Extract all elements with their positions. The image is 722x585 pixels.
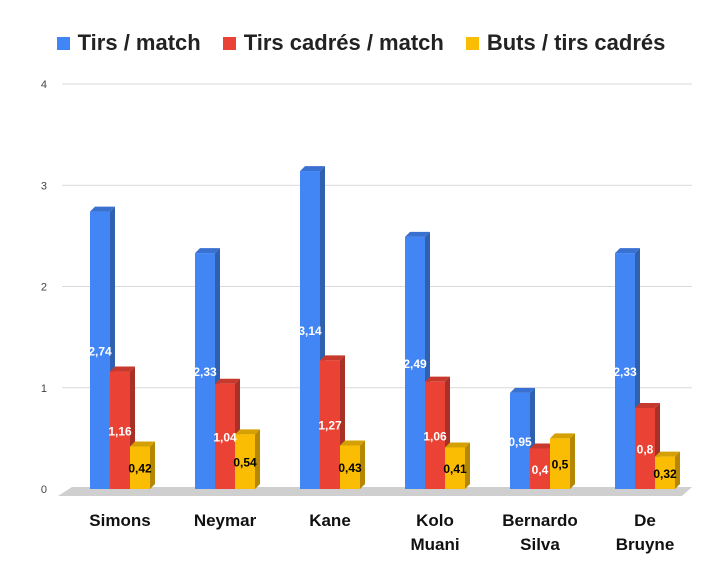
- data-label: 2,74: [88, 344, 112, 358]
- y-tick-label: 4: [41, 79, 47, 91]
- data-label: 0,42: [128, 462, 152, 476]
- data-label: 0,43: [338, 461, 362, 475]
- y-tick-label: 3: [41, 180, 47, 192]
- bar-top: [405, 231, 430, 237]
- chart-floor: [58, 487, 692, 496]
- data-label: 3,14: [298, 324, 322, 338]
- bar-top: [110, 366, 135, 372]
- y-tick-label: 2: [41, 282, 47, 294]
- data-label: 0,41: [443, 462, 467, 476]
- bar-side: [465, 442, 470, 489]
- bar: [320, 360, 340, 489]
- data-label: 1,16: [108, 424, 132, 438]
- legend-label: Tirs / match: [77, 30, 201, 55]
- x-tick-label: Simons: [89, 511, 150, 530]
- x-tick-label-line: Muani: [410, 535, 459, 554]
- x-tick-label-line: Silva: [520, 535, 560, 554]
- bar: [425, 381, 445, 489]
- bar-top: [445, 442, 470, 448]
- bar-side: [150, 441, 155, 489]
- data-label: 0,54: [233, 456, 257, 470]
- legend-swatch-yellow: [465, 36, 479, 50]
- bar-top: [90, 206, 115, 212]
- x-tick-label: Neymar: [194, 511, 257, 530]
- bar: [235, 434, 255, 489]
- y-axis: 0 1 2 3 4: [41, 79, 47, 496]
- bar-top: [340, 440, 365, 446]
- bar-top: [320, 355, 345, 361]
- bar: [445, 447, 465, 489]
- data-label: 0,8: [637, 443, 654, 457]
- data-label: 1,06: [423, 429, 447, 443]
- legend-label: Buts / tirs cadrés: [486, 30, 666, 55]
- bar-top: [510, 387, 535, 393]
- x-axis: Simons Neymar Kane Kolo Muani Bernardo Silva De…: [89, 511, 674, 554]
- x-tick-label-line: Simons: [89, 511, 150, 530]
- data-label: 2,33: [193, 365, 217, 379]
- legend-item-buts-tirs-cadres: Buts / tirs cadrés: [465, 30, 666, 56]
- bar-side: [570, 433, 575, 489]
- bar: [130, 446, 150, 489]
- bar-top: [425, 376, 450, 382]
- bar: [615, 253, 635, 489]
- data-label: 2,49: [403, 357, 427, 371]
- bar: [550, 438, 570, 489]
- data-label: 0,4: [532, 463, 549, 477]
- bar-top: [530, 443, 555, 449]
- legend-item-tirs-cadres-match: Tirs cadrés / match: [222, 30, 444, 56]
- data-label: 0,32: [653, 467, 677, 481]
- chart-floor-plane: [58, 487, 692, 496]
- legend-item-tirs-match: Tirs / match: [56, 30, 201, 56]
- bar: [195, 253, 215, 489]
- bar-side: [360, 440, 365, 489]
- bar: [510, 392, 530, 489]
- data-labels: 2,74 1,16 0,42 2,33 1,04 0,54 3,14 1,27 0,43 2,49…: [88, 324, 677, 481]
- bar-top: [300, 166, 325, 172]
- bar: [110, 371, 130, 489]
- x-tick-label-line: Neymar: [194, 511, 257, 530]
- bar: [215, 383, 235, 489]
- bar-top: [130, 441, 155, 447]
- x-tick-label-line: De: [634, 511, 656, 530]
- data-label: 1,04: [213, 430, 237, 444]
- x-tick-label-line: Bruyne: [616, 535, 675, 554]
- bar-top: [615, 248, 640, 254]
- legend-label: Tirs cadrés / match: [243, 30, 444, 55]
- bar-top: [235, 429, 260, 435]
- bar-top: [215, 378, 240, 384]
- bar-top: [550, 433, 575, 439]
- x-tick-label: Kolo Muani: [410, 511, 459, 554]
- bar: [530, 448, 550, 489]
- bar-side: [255, 429, 260, 489]
- data-label: 0,5: [552, 458, 569, 472]
- bar: [90, 211, 110, 489]
- bar: [655, 456, 675, 489]
- data-label: 1,27: [318, 419, 342, 433]
- data-label: 0,95: [508, 435, 532, 449]
- bar-top: [635, 403, 660, 408]
- y-tick-label: 1: [41, 383, 47, 395]
- bar: [405, 236, 425, 489]
- x-tick-label-line: Kolo: [416, 511, 454, 530]
- gridlines: [62, 83, 692, 389]
- bar: [300, 171, 320, 489]
- x-tick-label: Bernardo Silva: [502, 511, 578, 554]
- legend-swatch-blue: [56, 36, 70, 50]
- x-tick-label: De Bruyne: [616, 511, 675, 554]
- bar: [340, 445, 360, 489]
- bar: [635, 408, 655, 489]
- x-tick-label-line: Bernardo: [502, 511, 578, 530]
- y-tick-label: 0: [41, 484, 47, 496]
- legend-swatch-red: [222, 36, 236, 50]
- data-label: 2,33: [613, 365, 637, 379]
- x-tick-label-line: Kane: [309, 511, 351, 530]
- x-tick-label: Kane: [309, 511, 351, 530]
- bar-top: [195, 248, 220, 254]
- bars: [90, 166, 680, 489]
- bar-top: [655, 451, 680, 457]
- chart-legend: Tirs / match Tirs cadrés / match Buts / …: [0, 30, 722, 56]
- bar-side: [675, 451, 680, 489]
